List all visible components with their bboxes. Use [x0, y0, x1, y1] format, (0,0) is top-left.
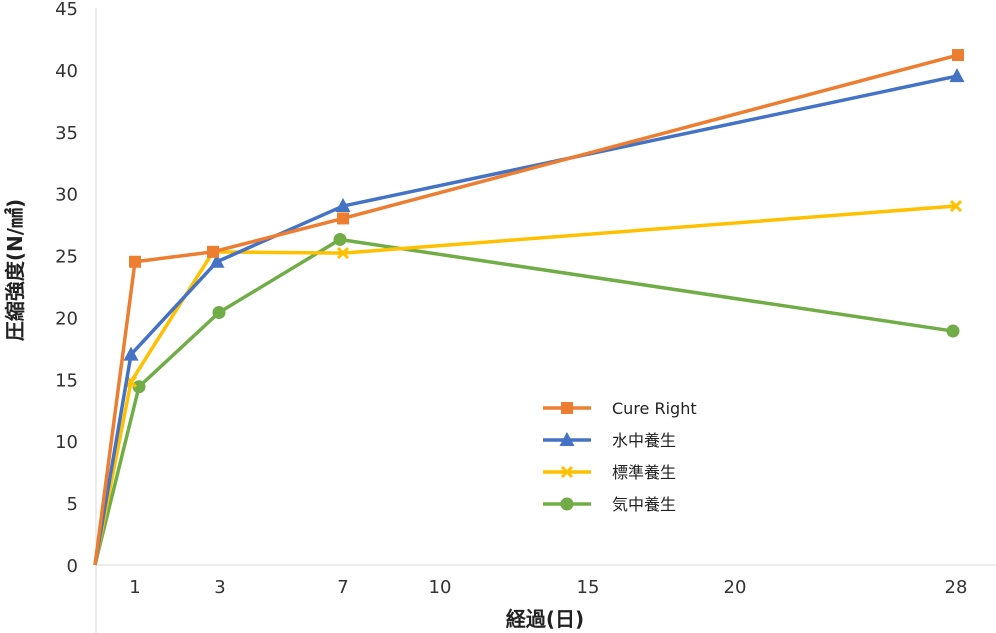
data-point — [333, 232, 347, 246]
data-point — [946, 324, 960, 338]
x-tick-label: 28 — [945, 577, 968, 598]
data-point — [129, 255, 141, 268]
legend-label: Cure Right — [612, 399, 697, 418]
legend-marker — [560, 497, 574, 511]
y-tick-label: 15 — [55, 370, 78, 391]
series-square — [93, 49, 964, 566]
legend-label: 標準養生 — [612, 463, 676, 482]
series-circle — [93, 232, 960, 566]
x-axis-title: 経過(日) — [506, 607, 584, 631]
legend-entry: Cure Right — [543, 399, 697, 418]
data-point — [123, 346, 139, 361]
legend-entry: 水中養生 — [543, 431, 676, 450]
y-tick-label: 30 — [55, 185, 78, 206]
x-tick-label: 20 — [724, 577, 747, 598]
legend-entry: 標準養生 — [543, 463, 676, 482]
series-line — [93, 237, 954, 566]
y-tick-label: 0 — [67, 556, 78, 577]
x-tick-label: 15 — [577, 577, 600, 598]
series-triangle — [93, 68, 965, 566]
x-tick-label: 3 — [214, 577, 225, 598]
legend-entry: 気中養生 — [543, 495, 676, 514]
x-tick-label: 10 — [429, 577, 452, 598]
data-point — [132, 380, 146, 394]
legend-label: 気中養生 — [612, 495, 676, 514]
data-point — [949, 199, 963, 213]
x-tick-label: 7 — [337, 577, 348, 598]
y-tick-label: 5 — [67, 494, 78, 515]
legend-marker — [560, 465, 574, 479]
series-group — [93, 49, 965, 566]
axes — [95, 8, 996, 633]
series-x — [93, 199, 963, 566]
y-tick-label: 35 — [55, 123, 78, 144]
legend-marker — [559, 432, 575, 446]
x-tick-labels: 1 3 7 10 15 20 28 — [129, 577, 967, 598]
y-tick-labels: 0 5 10 15 20 25 30 35 40 45 — [55, 0, 78, 577]
data-point — [212, 305, 226, 319]
legend-label: 水中養生 — [612, 431, 676, 450]
data-point — [336, 247, 350, 260]
y-tick-label: 20 — [55, 308, 78, 329]
y-tick-label: 40 — [55, 61, 78, 82]
y-axis-title: 圧縮強度(N/㎟) — [3, 199, 27, 341]
y-tick-label: 45 — [55, 0, 78, 20]
data-point — [335, 198, 351, 213]
y-tick-label: 25 — [55, 247, 78, 268]
data-point — [337, 212, 349, 225]
series-line — [93, 74, 958, 566]
x-tick-label: 1 — [129, 577, 140, 598]
data-point — [209, 253, 225, 268]
legend-marker — [561, 402, 573, 414]
data-point — [952, 49, 964, 62]
data-point — [207, 245, 219, 258]
y-tick-label: 10 — [55, 432, 78, 453]
data-point — [949, 68, 965, 83]
